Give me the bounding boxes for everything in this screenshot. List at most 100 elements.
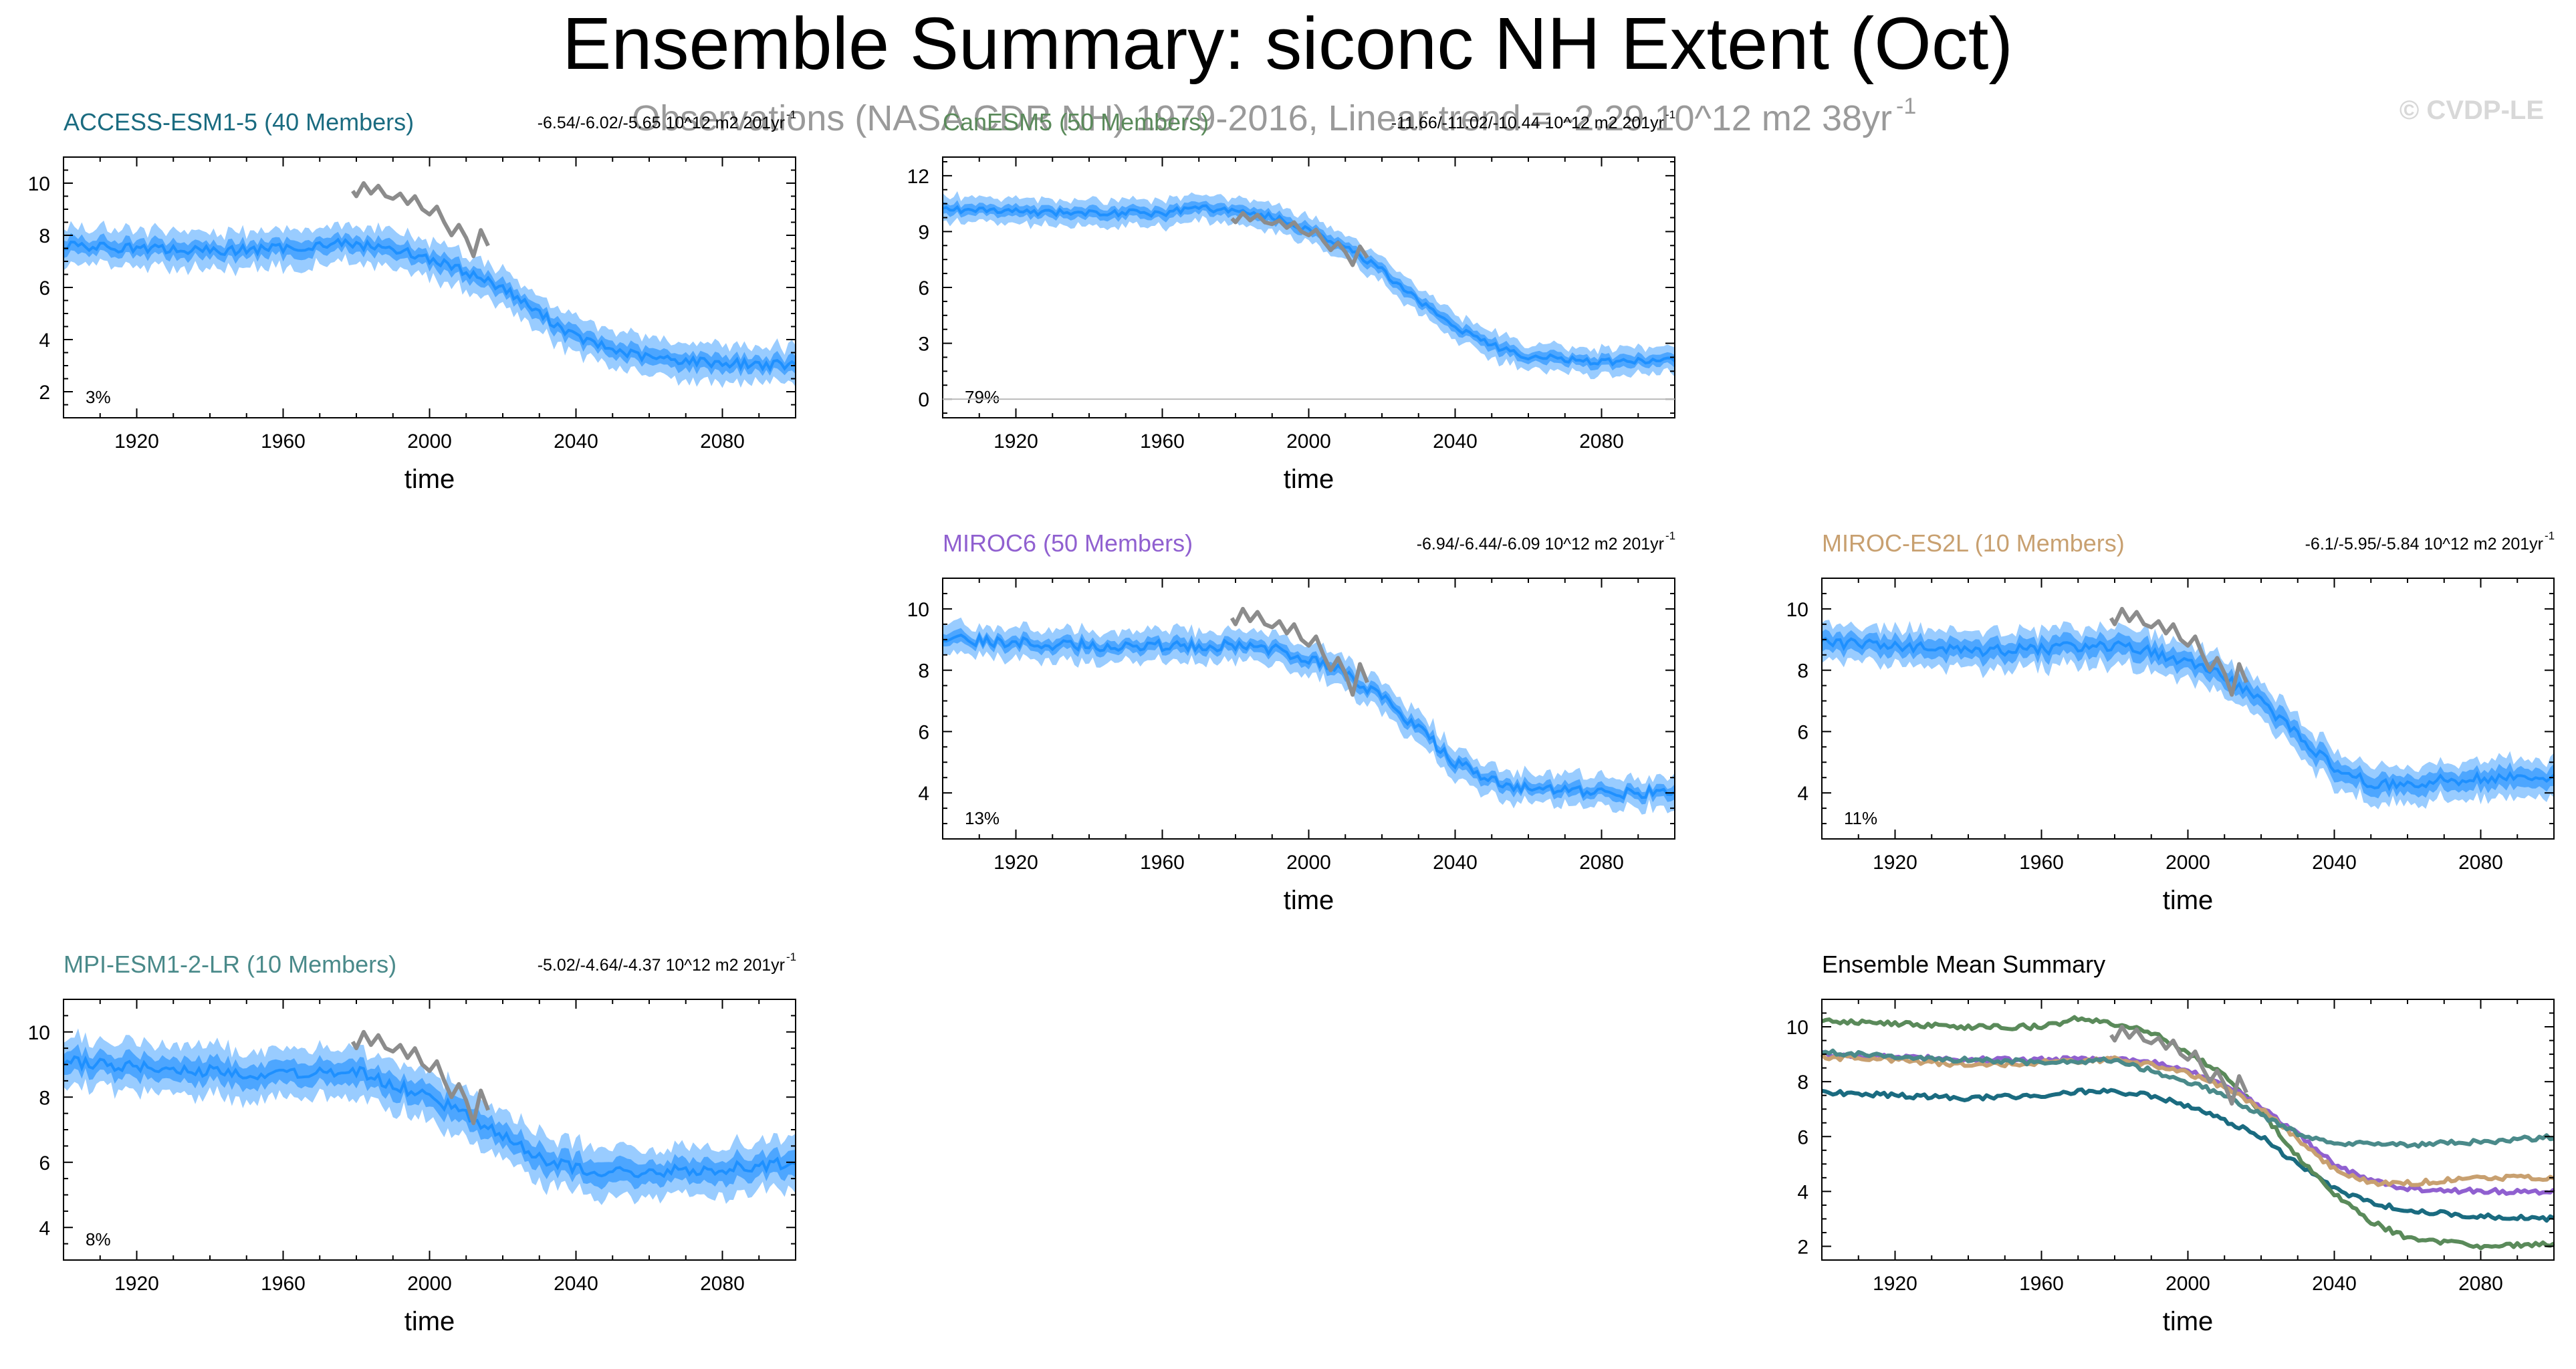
- trend-text: -6.54/-6.02/-5.65 10^12 m2 201yr: [538, 114, 785, 132]
- trend-text: -11.66/-11.02/-10.44 10^12 m2 201yr: [1391, 114, 1664, 132]
- percent-rank: 13%: [965, 808, 1000, 828]
- panel-title: MIROC-ES2L (10 Members): [1822, 529, 2125, 557]
- y-tick-label: 4: [39, 330, 50, 352]
- y-tick-label: 6: [918, 277, 929, 299]
- x-axis-label: time: [2163, 886, 2214, 915]
- x-tick-label: 1960: [261, 1273, 306, 1295]
- summary-series-line-1: [1821, 1015, 2555, 1251]
- y-tick-label: 8: [39, 225, 50, 247]
- y-tick-label: 2: [1797, 1236, 1808, 1258]
- x-tick-label: 1920: [993, 852, 1038, 874]
- panel-title: ACCESS-ESM1-5 (40 Members): [64, 108, 414, 136]
- trend-exponent: -1: [2545, 529, 2555, 542]
- y-tick-label: 10: [28, 1022, 50, 1044]
- x-tick-label: 2000: [407, 430, 452, 453]
- trend-exponent: -1: [1665, 108, 1675, 121]
- x-tick-label: 2040: [1433, 430, 1478, 453]
- x-tick-label: 2040: [1433, 852, 1478, 874]
- x-tick-label: 2000: [2165, 1273, 2210, 1295]
- x-tick-label: 2040: [554, 1273, 598, 1295]
- summary-series-line-4: [1821, 1048, 2555, 1149]
- y-tick-label: 6: [918, 721, 929, 743]
- y-tick-label: 12: [907, 166, 929, 188]
- ensemble-mean-line: [62, 1055, 796, 1178]
- x-axis-label: time: [2163, 1307, 2214, 1336]
- panel-title: Ensemble Mean Summary: [1822, 951, 2105, 978]
- observations-line: [2109, 606, 2248, 697]
- y-tick-label: 9: [918, 221, 929, 243]
- panel-mirocs2l: MIROC-ES2L (10 Members) -6.1/-5.95/-5.84 …: [1786, 529, 2555, 915]
- x-tick-label: 1920: [1873, 852, 1917, 874]
- ensemble-range-band: [64, 1028, 796, 1205]
- y-tick-label: 4: [1797, 783, 1808, 805]
- x-tick-label: 2000: [2165, 852, 2210, 874]
- trend-text: -5.02/-4.64/-4.37 10^12 m2 201yr: [538, 956, 785, 975]
- x-tick-label: 1920: [114, 1273, 159, 1295]
- y-tick-label: 6: [39, 1152, 50, 1174]
- plot-frame: [1821, 999, 2555, 1261]
- ensemble-mean-line: [63, 237, 797, 372]
- y-tick-label: 10: [1786, 1017, 1808, 1039]
- y-tick-label: 4: [918, 783, 929, 805]
- observations-subtitle-exponent: -1: [1896, 94, 1916, 119]
- x-tick-label: 2000: [407, 1273, 452, 1295]
- trend-text: -6.1/-5.95/-5.84 10^12 m2 201yr: [2305, 535, 2543, 553]
- summary-series-line-5: [2109, 1025, 2248, 1106]
- x-tick-label: 2080: [700, 1273, 745, 1295]
- x-tick-label: 1920: [993, 430, 1038, 453]
- panel-miroc6: MIROC6 (50 Members) -6.94/-6.44/-6.09 10^…: [907, 529, 1676, 915]
- panel-title: MPI-ESM1-2-LR (10 Members): [64, 951, 396, 978]
- panel-summary: Ensemble Mean Summary 1920 1960 2000 2040 208…: [1786, 951, 2555, 1336]
- ensemble-interquartile-band: [943, 200, 1675, 371]
- page-title: Ensemble Summary: siconc NH Extent (Oct): [562, 3, 2013, 85]
- y-tick-label: 6: [1797, 1126, 1808, 1148]
- panel-canesm5: CanESM5 (50 Members) -11.66/-11.02/-10.44…: [907, 108, 1676, 494]
- ensemble-mean-line: [942, 632, 1676, 800]
- percent-rank: 8%: [86, 1229, 111, 1249]
- x-tick-label: 1920: [1873, 1273, 1917, 1295]
- x-tick-label: 2000: [1286, 430, 1331, 453]
- y-tick-label: 10: [28, 173, 50, 195]
- observations-line: [1230, 606, 1369, 697]
- plot-frame: [63, 999, 796, 1261]
- y-tick-label: 3: [918, 334, 929, 356]
- observations-line: [351, 181, 490, 259]
- ensemble-mean-line: [1821, 636, 2555, 791]
- x-tick-label: 2040: [2312, 852, 2357, 874]
- panel-title: MIROC6 (50 Members): [943, 529, 1193, 557]
- trend-exponent: -1: [1665, 529, 1675, 542]
- y-tick-label: 8: [918, 660, 929, 682]
- x-axis-label: time: [404, 465, 455, 494]
- panel-access: ACCESS-ESM1-5 (40 Members) -6.54/-6.02/-5…: [28, 108, 797, 494]
- x-axis-label: time: [1284, 886, 1334, 915]
- y-tick-label: 10: [1786, 599, 1808, 621]
- ensemble-mean-line: [942, 204, 1676, 367]
- x-tick-label: 2080: [2458, 1273, 2503, 1295]
- ensemble-interquartile-band: [1822, 629, 2554, 799]
- watermark: © CVDP-LE: [2399, 96, 2544, 125]
- y-tick-label: 8: [1797, 1072, 1808, 1094]
- x-tick-label: 1960: [261, 430, 306, 453]
- plot-frame: [942, 156, 1675, 418]
- observations-line: [1230, 211, 1369, 267]
- plot-frame: [942, 578, 1675, 840]
- ensemble-interquartile-band: [64, 1044, 796, 1190]
- trend-text: -6.94/-6.44/-6.09 10^12 m2 201yr: [1417, 535, 1664, 553]
- x-tick-label: 2080: [700, 430, 745, 453]
- ensemble-range-band: [943, 617, 1675, 815]
- x-tick-label: 2080: [1579, 852, 1624, 874]
- trend-exponent: -1: [786, 108, 796, 121]
- x-tick-label: 2040: [554, 430, 598, 453]
- y-tick-label: 4: [39, 1217, 50, 1239]
- panel-mpi: MPI-ESM1-2-LR (10 Members) -5.02/-4.64/-4…: [28, 951, 797, 1336]
- observations-subtitle: Observations (NASA CDR NH) 1979-2016, Li…: [632, 98, 1892, 138]
- x-tick-label: 1920: [114, 430, 159, 453]
- x-axis-label: time: [404, 1307, 455, 1336]
- summary-series-line-0: [1821, 1087, 2555, 1223]
- summary-series-line-3: [1820, 1053, 2555, 1187]
- x-tick-label: 2080: [2458, 852, 2503, 874]
- ensemble-range-band: [1822, 620, 2554, 810]
- panels: ACCESS-ESM1-5 (40 Members) -6.54/-6.02/-5…: [28, 108, 2555, 1336]
- x-tick-label: 2000: [1286, 852, 1331, 874]
